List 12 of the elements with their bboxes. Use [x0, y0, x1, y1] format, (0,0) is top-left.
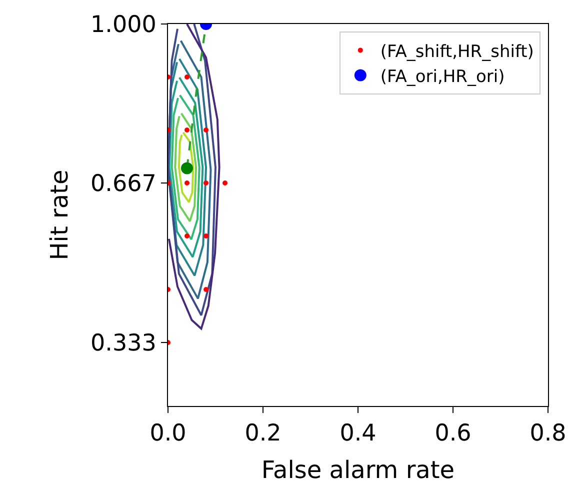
x-tick-label: 0.2	[244, 420, 282, 447]
x-tick-label: 0.8	[530, 420, 566, 447]
x-tick-label: 0.6	[434, 420, 472, 447]
x-tick-label: 0.0	[150, 420, 186, 447]
y-tick-label: 0.667	[90, 171, 156, 198]
y-tick-label: 0.333	[90, 330, 156, 357]
y-axis-title: Hit rate	[46, 170, 74, 260]
x-axis-title: False alarm rate	[261, 456, 455, 484]
legend-label: (FA_shift,HR_shift)	[380, 42, 534, 62]
legend-label: (FA_ori,HR_ori)	[380, 66, 505, 87]
x-tick-label: 0.4	[340, 420, 376, 447]
y-tick-label: 1.000	[90, 12, 156, 38]
